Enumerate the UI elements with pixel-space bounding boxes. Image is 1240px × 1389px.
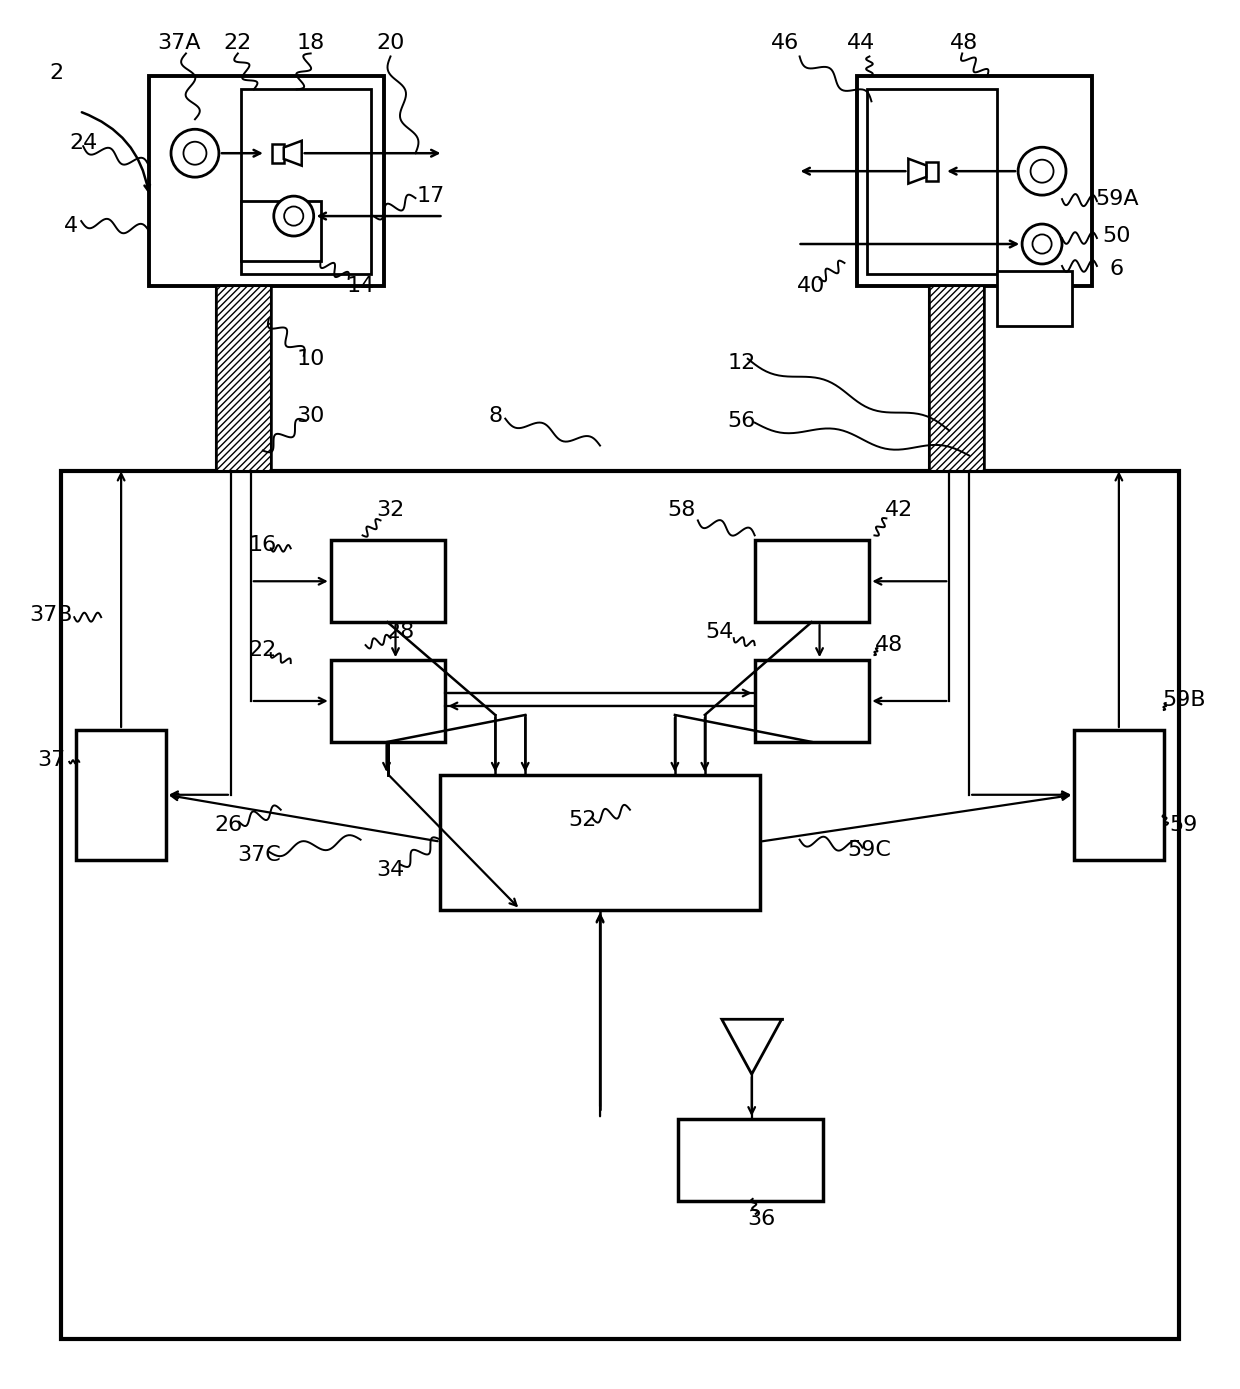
Bar [241, 201, 321, 261]
Text: 37B: 37B [30, 606, 73, 625]
Bar [926, 161, 939, 181]
Text: 20: 20 [376, 33, 404, 53]
Bar [216, 286, 270, 471]
Bar [755, 660, 869, 742]
Text: 59: 59 [1169, 815, 1198, 835]
Text: 16: 16 [249, 535, 277, 556]
Circle shape [1022, 224, 1061, 264]
Text: 59A: 59A [1095, 189, 1138, 210]
Text: 28: 28 [387, 622, 414, 642]
Circle shape [171, 129, 219, 178]
Bar [241, 89, 371, 274]
Text: 18: 18 [296, 33, 325, 53]
Text: 54: 54 [706, 622, 734, 642]
Text: 2: 2 [50, 64, 63, 83]
Text: 52: 52 [568, 810, 596, 829]
Bar [76, 731, 166, 860]
Text: 32: 32 [377, 500, 404, 521]
Text: 50: 50 [1102, 226, 1131, 246]
Text: 58: 58 [667, 500, 696, 521]
Bar [149, 76, 383, 286]
Text: 26: 26 [215, 815, 243, 835]
Text: 10: 10 [296, 349, 325, 368]
Bar [440, 775, 760, 910]
Text: 24: 24 [69, 133, 97, 153]
Bar [755, 540, 869, 622]
Bar [929, 286, 985, 471]
Bar [678, 1120, 822, 1201]
Text: 22: 22 [223, 33, 252, 53]
Text: 37C: 37C [237, 845, 280, 864]
Text: 4: 4 [64, 217, 78, 236]
Bar [997, 271, 1073, 326]
Circle shape [184, 142, 206, 165]
Text: 8: 8 [489, 406, 502, 425]
Text: 44: 44 [847, 33, 875, 53]
Polygon shape [722, 1020, 781, 1074]
Bar [1074, 731, 1164, 860]
Text: 56: 56 [728, 411, 756, 431]
Text: 48: 48 [875, 635, 904, 656]
Text: 34: 34 [377, 860, 404, 879]
Text: 36: 36 [748, 1208, 776, 1229]
Bar [331, 540, 445, 622]
Polygon shape [909, 158, 926, 183]
Text: 48: 48 [950, 33, 978, 53]
Bar [61, 471, 1179, 1339]
Text: 46: 46 [770, 33, 799, 53]
Text: 42: 42 [885, 500, 914, 521]
Text: 30: 30 [296, 406, 325, 425]
Polygon shape [284, 140, 301, 165]
Text: 37: 37 [37, 750, 66, 770]
Text: 17: 17 [417, 186, 445, 206]
Text: 40: 40 [797, 276, 826, 296]
Bar [858, 76, 1092, 286]
Circle shape [1030, 160, 1054, 183]
Circle shape [1018, 147, 1066, 194]
Text: 6: 6 [1110, 258, 1123, 279]
Bar [272, 143, 284, 163]
Text: 37A: 37A [157, 33, 201, 53]
Bar [331, 660, 445, 742]
Circle shape [1033, 235, 1052, 254]
Circle shape [274, 196, 314, 236]
Text: 22: 22 [249, 640, 277, 660]
Text: 59C: 59C [847, 840, 892, 860]
Text: 12: 12 [728, 353, 756, 372]
Bar [868, 89, 997, 274]
Circle shape [284, 207, 304, 225]
Text: 14: 14 [346, 276, 374, 296]
Text: 59B: 59B [1162, 690, 1205, 710]
